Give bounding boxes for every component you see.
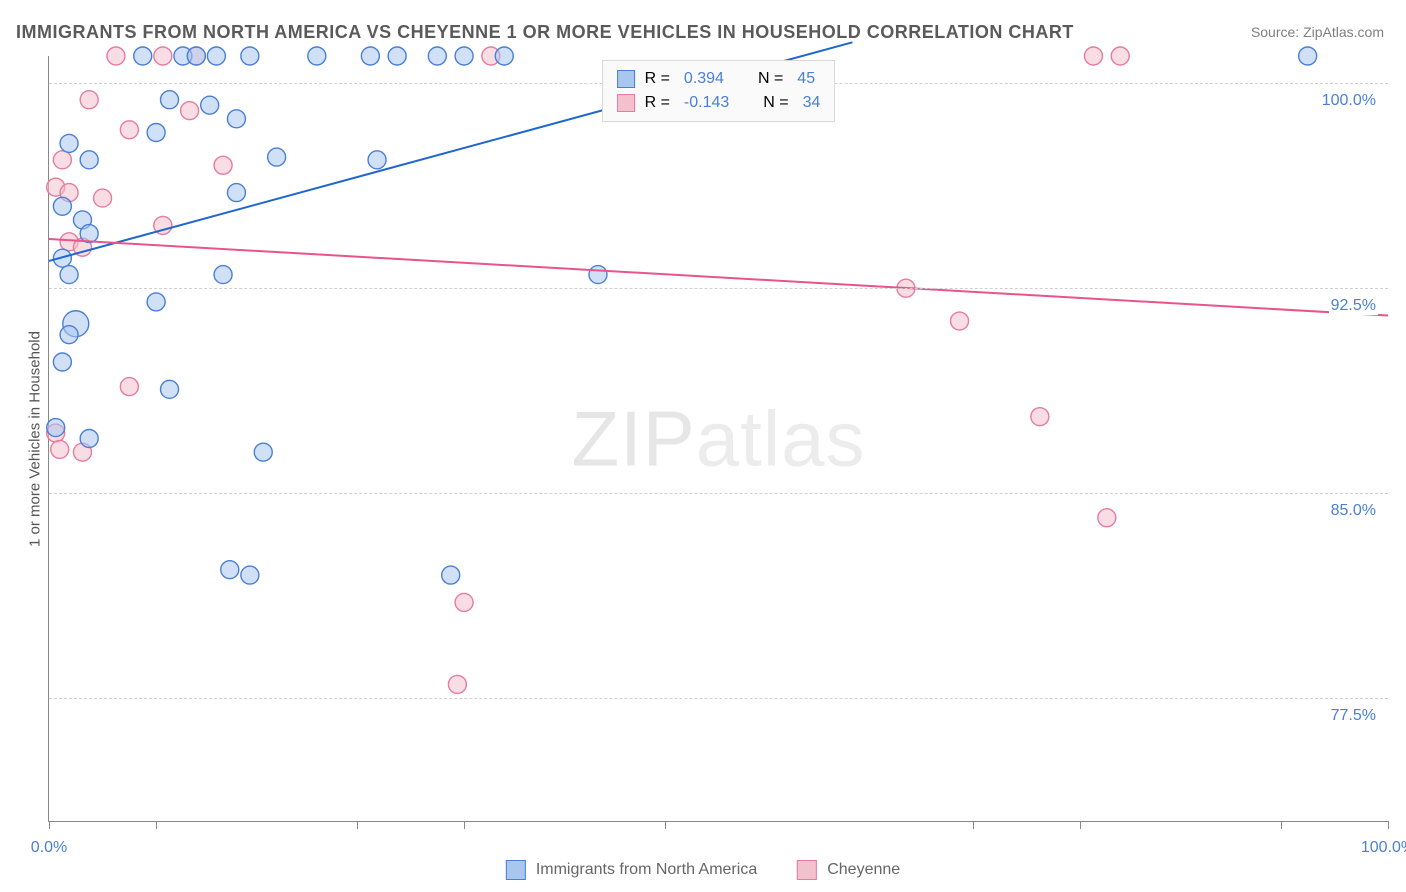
scatter-point: [455, 593, 473, 611]
scatter-point: [495, 47, 513, 65]
scatter-point: [161, 380, 179, 398]
scatter-point: [53, 151, 71, 169]
scatter-point: [268, 148, 286, 166]
scatter-point: [80, 151, 98, 169]
r-label: R =: [645, 91, 670, 115]
scatter-point: [589, 266, 607, 284]
scatter-point: [227, 110, 245, 128]
scatter-point: [80, 225, 98, 243]
scatter-point: [221, 561, 239, 579]
scatter-point: [187, 47, 205, 65]
scatter-point: [53, 353, 71, 371]
x-tick: [665, 821, 666, 829]
legend-series: Immigrants from North America Cheyenne: [506, 860, 900, 880]
r-label: R =: [645, 67, 670, 91]
legend-label: Immigrants from North America: [536, 861, 757, 879]
scatter-point: [107, 47, 125, 65]
grid-line: [49, 288, 1388, 289]
scatter-point: [254, 443, 272, 461]
trend-line: [49, 239, 1388, 315]
scatter-point: [241, 47, 259, 65]
scatter-point: [60, 134, 78, 152]
scatter-point: [201, 96, 219, 114]
x-tick: [1080, 821, 1081, 829]
scatter-point: [214, 156, 232, 174]
legend-item-series2: Cheyenne: [797, 860, 900, 880]
scatter-point: [94, 189, 112, 207]
x-tick: [1388, 821, 1389, 829]
source-attribution: Source: ZipAtlas.com: [1251, 24, 1384, 40]
scatter-point: [368, 151, 386, 169]
x-tick: [464, 821, 465, 829]
scatter-point: [80, 91, 98, 109]
legend-item-series1: Immigrants from North America: [506, 860, 757, 880]
grid-line: [49, 493, 1388, 494]
legend-swatch: [797, 860, 817, 880]
scatter-point: [1111, 47, 1129, 65]
n-label: N =: [758, 67, 783, 91]
n-label: N =: [763, 91, 788, 115]
grid-line: [49, 698, 1388, 699]
scatter-point: [134, 47, 152, 65]
legend-swatch-series1: [617, 70, 635, 88]
scatter-point: [241, 566, 259, 584]
legend-label: Cheyenne: [827, 861, 900, 879]
legend-swatch-series2: [617, 94, 635, 112]
x-tick: [1281, 821, 1282, 829]
scatter-point: [47, 419, 65, 437]
legend-row-series2: R = -0.143 N = 34: [617, 91, 821, 115]
scatter-point: [60, 326, 78, 344]
x-tick-label: 0.0%: [31, 839, 67, 857]
y-tick-label: 100.0%: [1320, 92, 1378, 110]
scatter-point: [207, 47, 225, 65]
scatter-point: [120, 121, 138, 139]
scatter-point: [1031, 408, 1049, 426]
scatter-point: [53, 197, 71, 215]
r-value-series1: 0.394: [684, 67, 724, 91]
scatter-point: [1299, 47, 1317, 65]
n-value-series1: 45: [797, 67, 815, 91]
scatter-point: [154, 47, 172, 65]
scatter-point: [51, 440, 69, 458]
scatter-point: [448, 675, 466, 693]
scatter-point: [428, 47, 446, 65]
n-value-series2: 34: [803, 91, 821, 115]
scatter-point: [388, 47, 406, 65]
scatter-point: [120, 378, 138, 396]
scatter-point: [951, 312, 969, 330]
scatter-point: [1084, 47, 1102, 65]
x-tick-label: 100.0%: [1361, 839, 1406, 857]
plot-area: ZIPatlas 1 or more Vehicles in Household…: [48, 56, 1388, 822]
scatter-point: [181, 102, 199, 120]
r-value-series2: -0.143: [684, 91, 729, 115]
scatter-point: [442, 566, 460, 584]
x-tick: [156, 821, 157, 829]
scatter-svg: [49, 56, 1388, 821]
scatter-point: [80, 430, 98, 448]
scatter-point: [227, 184, 245, 202]
correlation-chart: IMMIGRANTS FROM NORTH AMERICA VS CHEYENN…: [0, 0, 1406, 892]
y-tick-label: 77.5%: [1329, 707, 1378, 725]
scatter-point: [308, 47, 326, 65]
x-tick: [49, 821, 50, 829]
x-tick: [973, 821, 974, 829]
legend-swatch: [506, 860, 526, 880]
scatter-point: [161, 91, 179, 109]
scatter-point: [147, 124, 165, 142]
scatter-point: [147, 293, 165, 311]
legend-correlation: R = 0.394 N = 45 R = -0.143 N = 34: [602, 60, 836, 122]
chart-title: IMMIGRANTS FROM NORTH AMERICA VS CHEYENN…: [16, 22, 1074, 43]
y-axis-label: 1 or more Vehicles in Household: [27, 331, 44, 547]
scatter-point: [214, 266, 232, 284]
y-tick-label: 85.0%: [1329, 502, 1378, 520]
y-tick-label: 92.5%: [1329, 297, 1378, 315]
scatter-point: [1098, 509, 1116, 527]
x-tick: [357, 821, 358, 829]
scatter-point: [455, 47, 473, 65]
scatter-point: [60, 266, 78, 284]
scatter-point: [361, 47, 379, 65]
legend-row-series1: R = 0.394 N = 45: [617, 67, 821, 91]
